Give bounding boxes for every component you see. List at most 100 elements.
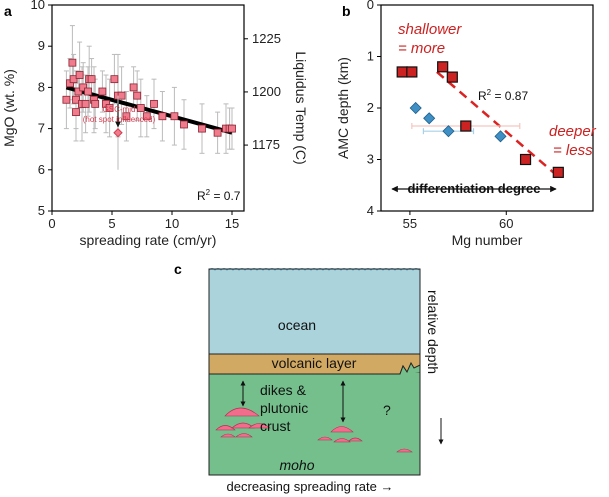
moho-label: moho [279, 457, 314, 473]
magma-lens [248, 423, 271, 429]
panel-a-letter: a [4, 3, 12, 19]
a-data-point [81, 99, 90, 108]
a-annotation-line2: (hot spot influenced) [83, 115, 156, 124]
magma-lenses-fast [215, 407, 271, 438]
magma-lens [317, 436, 333, 441]
b-label-less: = less [553, 142, 593, 159]
a-y-axis-title: MgO (wt. %) [1, 69, 17, 147]
a-data-point [98, 87, 107, 96]
panel-b: b 55 60 0 1 2 3 4 Mg number AMC depth (km) sh… [335, 0, 597, 248]
a-right-tick-label: 1175 [252, 137, 280, 152]
b-label-more: = more [398, 40, 445, 57]
a-data-point [129, 83, 138, 92]
a-data-point [72, 108, 80, 117]
b-x-ticks: 55 60 [403, 211, 514, 231]
a-x-tick-label: 15 [225, 216, 239, 231]
magma-lens [215, 425, 236, 431]
a-data-point [87, 75, 96, 84]
a-y-tick-label: 10 [31, 0, 45, 12]
a-data-point [213, 128, 222, 137]
crust-label-line2: plutonic [260, 400, 308, 416]
a-data-point [122, 112, 131, 121]
b-x-tick-label: 60 [499, 216, 513, 231]
panel-c-frame [208, 268, 421, 476]
a-data-point [110, 75, 119, 84]
b-differentiation-label: differentiation degree [408, 181, 541, 196]
b-y-tick-label: 3 [367, 152, 374, 167]
b-square-point [406, 66, 418, 78]
a-x-tick-label: 5 [108, 216, 115, 231]
b-y-tick-label: 2 [367, 100, 374, 115]
a-data-point [180, 120, 188, 129]
b-y-axis-title: AMC depth (km) [335, 57, 351, 159]
a-right-axis-title: Liquidus Temp (C) [293, 51, 309, 164]
b-diamond-point [423, 112, 436, 125]
unknown-question-mark: ? [383, 402, 391, 418]
a-right-tick-label: 1200 [252, 84, 281, 99]
b-square-point [396, 66, 408, 78]
a-y-tick-label: 8 [38, 79, 45, 94]
a-data-point [228, 124, 236, 133]
a-x-tick-label: 10 [165, 216, 179, 231]
b-label-shallower: shallower [398, 21, 462, 38]
a-data-point [68, 58, 77, 67]
b-square-point [552, 166, 564, 178]
a-data-point [142, 112, 151, 121]
b-diamond-point [409, 101, 422, 115]
a-data-point [133, 91, 142, 100]
b-y-ticks: 0 1 2 3 4 [367, 0, 381, 218]
a-y-tick-label: 9 [38, 38, 45, 53]
a-right-ticks: 1225 1200 1175 [244, 31, 281, 152]
a-data-point [170, 112, 179, 121]
b-trend-line [436, 71, 558, 176]
a-y-tick-label: 7 [38, 121, 45, 136]
a-r2-label: R2 = 0.7 [197, 188, 241, 203]
a-x-tick-label: 0 [48, 216, 55, 231]
spreading-rate-label: decreasing spreading rate → [227, 479, 394, 494]
b-square-point [437, 61, 449, 73]
b-x-axis-title: Mg number [452, 232, 523, 248]
a-y-ticks: 5 6 7 8 9 10 [31, 0, 52, 218]
b-points [396, 61, 564, 178]
a-data-point [117, 91, 126, 100]
relative-depth-label: relative depth [425, 290, 441, 374]
magma-lens [348, 437, 363, 442]
a-outlier-point [113, 128, 123, 138]
magma-lens [396, 448, 413, 453]
a-data-point [91, 99, 100, 108]
a-y-tick-label: 6 [38, 162, 45, 177]
a-data-point [136, 104, 145, 112]
b-diamond-point [442, 125, 455, 138]
a-data-point [150, 99, 158, 108]
a-data-point [74, 87, 83, 96]
b-square-point [460, 120, 472, 132]
ocean-layer [209, 269, 420, 354]
a-data-point [62, 95, 71, 104]
b-y-tick-label: 0 [367, 0, 374, 12]
a-data-point [158, 112, 167, 121]
volcanic-layer-label: volcanic layer [272, 355, 357, 371]
b-square-point [446, 71, 458, 83]
a-outlier [113, 95, 123, 170]
panel-c: c ocean volcanic layer dikes & plutonic [174, 261, 444, 494]
a-plot-frame [51, 4, 245, 212]
a-data-point [84, 87, 92, 96]
panel-c-letter: c [174, 261, 182, 277]
b-y-tick-label: 4 [367, 203, 374, 218]
magma-lens [333, 438, 351, 443]
a-x-axis-title: spreading rate (cm/yr) [80, 232, 217, 248]
b-trend-line [436, 71, 558, 176]
magma-lens [220, 433, 236, 438]
a-data-point [198, 124, 206, 133]
crust-label-line1: dikes & [260, 382, 307, 398]
a-data-point [79, 83, 88, 92]
a-annotation-line1: GSC-mid [103, 105, 136, 114]
magma-lens [224, 407, 260, 417]
crust-label-line3: crust [260, 418, 290, 434]
b-r2-label: R2 = 0.87 [478, 88, 528, 103]
magma-lens [235, 433, 253, 438]
b-y-tick-label: 1 [367, 49, 374, 64]
panel-b-letter: b [342, 3, 351, 19]
